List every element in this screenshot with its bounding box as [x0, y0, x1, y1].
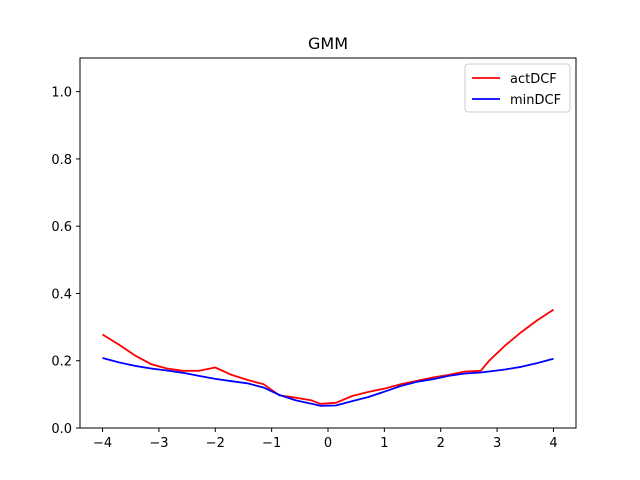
legend: actDCF minDCF	[464, 63, 571, 113]
x-tick-label: −3	[149, 436, 168, 451]
x-axis: −4 −3 −2 −1 0 1 2 3 4	[93, 428, 558, 451]
x-tick-label: −4	[93, 436, 112, 451]
y-tick-label: 0.6	[51, 220, 72, 235]
y-tick-label: 0.4	[51, 287, 72, 302]
x-tick-label: 4	[549, 436, 557, 451]
series-line-actDCF	[102, 308, 554, 405]
chart-title: GMM	[308, 34, 348, 53]
x-tick-label: −2	[206, 436, 225, 451]
plot-area	[102, 308, 554, 407]
legend-box	[464, 63, 571, 113]
series-line-minDCF	[102, 357, 554, 407]
legend-label: actDCF	[510, 72, 557, 87]
y-tick-label: 0.0	[51, 422, 72, 437]
axes-frame	[79, 57, 577, 429]
x-tick-label: 1	[380, 436, 388, 451]
x-tick-label: 0	[324, 436, 332, 451]
y-tick-label: 1.0	[51, 86, 72, 101]
y-tick-label: 0.8	[51, 153, 72, 168]
x-tick-label: −1	[262, 436, 281, 451]
x-tick-label: 3	[493, 436, 501, 451]
x-tick-label: 2	[437, 436, 445, 451]
y-axis: 0.0 0.2 0.4 0.6 0.8 1.0	[51, 86, 80, 437]
y-tick-label: 0.2	[51, 355, 72, 370]
legend-label: minDCF	[510, 93, 561, 108]
